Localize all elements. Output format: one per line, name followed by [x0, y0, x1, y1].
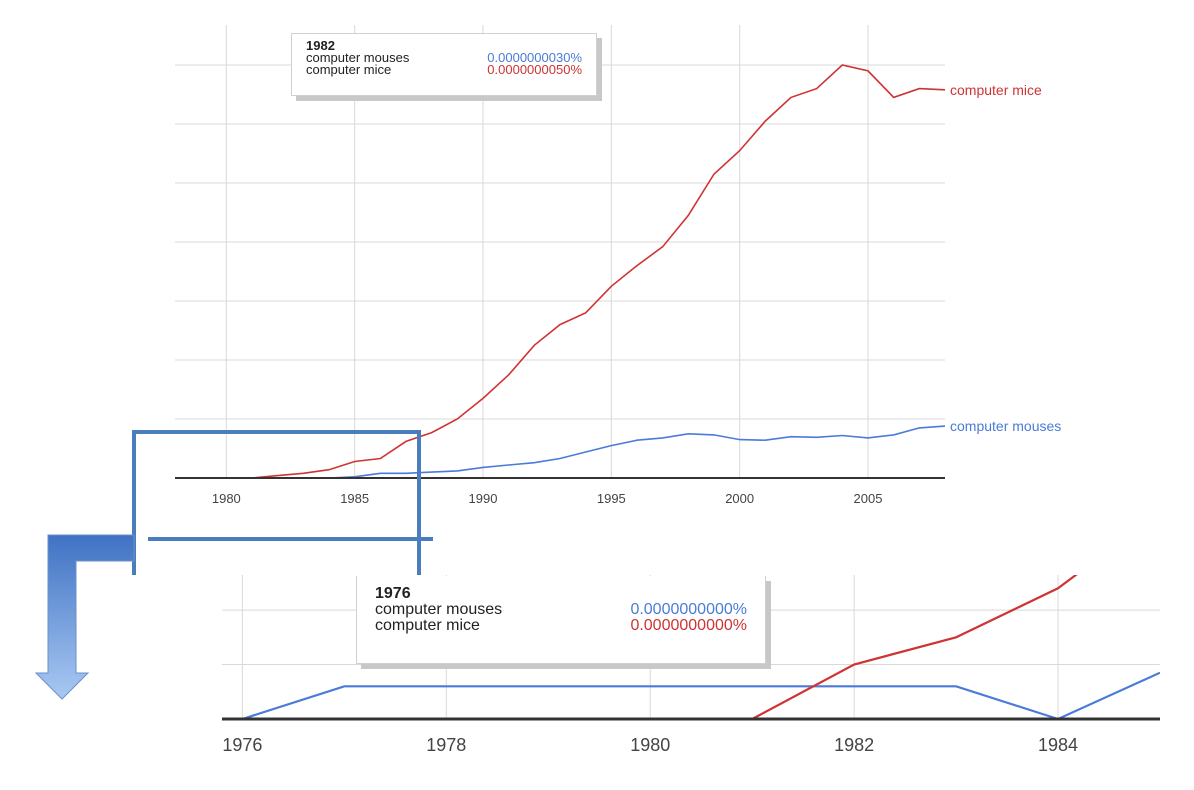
tooltip-main-label-mice: computer mice: [306, 62, 392, 77]
tooltip-zoom: 1976 computer mouses 0.0000000000% compu…: [356, 576, 766, 664]
main-x-tick-label: 1995: [597, 491, 626, 506]
main-line-label-computer-mice: computer mice: [950, 82, 1042, 98]
tooltip-zoom-label-mouses: computer mouses: [375, 601, 503, 618]
zoom-x-tick-label: 1984: [1038, 735, 1078, 755]
zoom-x-tick-label: 1976: [222, 735, 262, 755]
zoom-x-tick-label: 1978: [426, 735, 466, 755]
main-x-tick-label: 2005: [854, 491, 883, 506]
tooltip-main-value-mice: 0.0000000050%: [487, 62, 582, 77]
tooltip-main-row-mice: computer mice 0.0000000050%: [306, 62, 582, 77]
tooltip-main-label-mouses: computer mouses: [306, 50, 410, 65]
tooltip-zoom-year: 1976: [375, 585, 411, 602]
tooltip-zoom-row-mice: computer mice 0.0000000000%: [375, 618, 747, 634]
tooltip-main-year: 1982: [306, 38, 335, 53]
down-arrow-icon: [34, 534, 135, 700]
main-x-tick-label: 1985: [340, 491, 369, 506]
zoom-x-tick-label: 1982: [834, 735, 874, 755]
main-line-label-computer-mouses: computer mouses: [950, 418, 1061, 434]
main-series-computer-mice: [175, 64, 946, 479]
tooltip-main-value-mouses: 0.0000000030%: [487, 50, 582, 65]
tooltip-zoom-value-mice: 0.0000000000%: [630, 617, 747, 634]
zoom-callout: [34, 430, 433, 700]
main-x-tick-label: 1990: [469, 491, 498, 506]
tooltip-main: 1982 computer mouses 0.0000000030% compu…: [291, 33, 597, 96]
tooltip-main-row-mouses: computer mouses 0.0000000030%: [306, 50, 582, 65]
zoom-series-computer-mouses: [222, 671, 1160, 721]
tooltip-zoom-value-mouses: 0.0000000000%: [630, 601, 747, 618]
zoom-x-tick-label: 1980: [630, 735, 670, 755]
zoom-frame-bracket: [132, 430, 421, 575]
main-x-tick-label: 1980: [212, 491, 241, 506]
main-x-tick-label: 2000: [725, 491, 754, 506]
tooltip-zoom-label-mice: computer mice: [375, 617, 480, 634]
tooltip-zoom-row-mouses: computer mouses 0.0000000000%: [375, 602, 747, 618]
